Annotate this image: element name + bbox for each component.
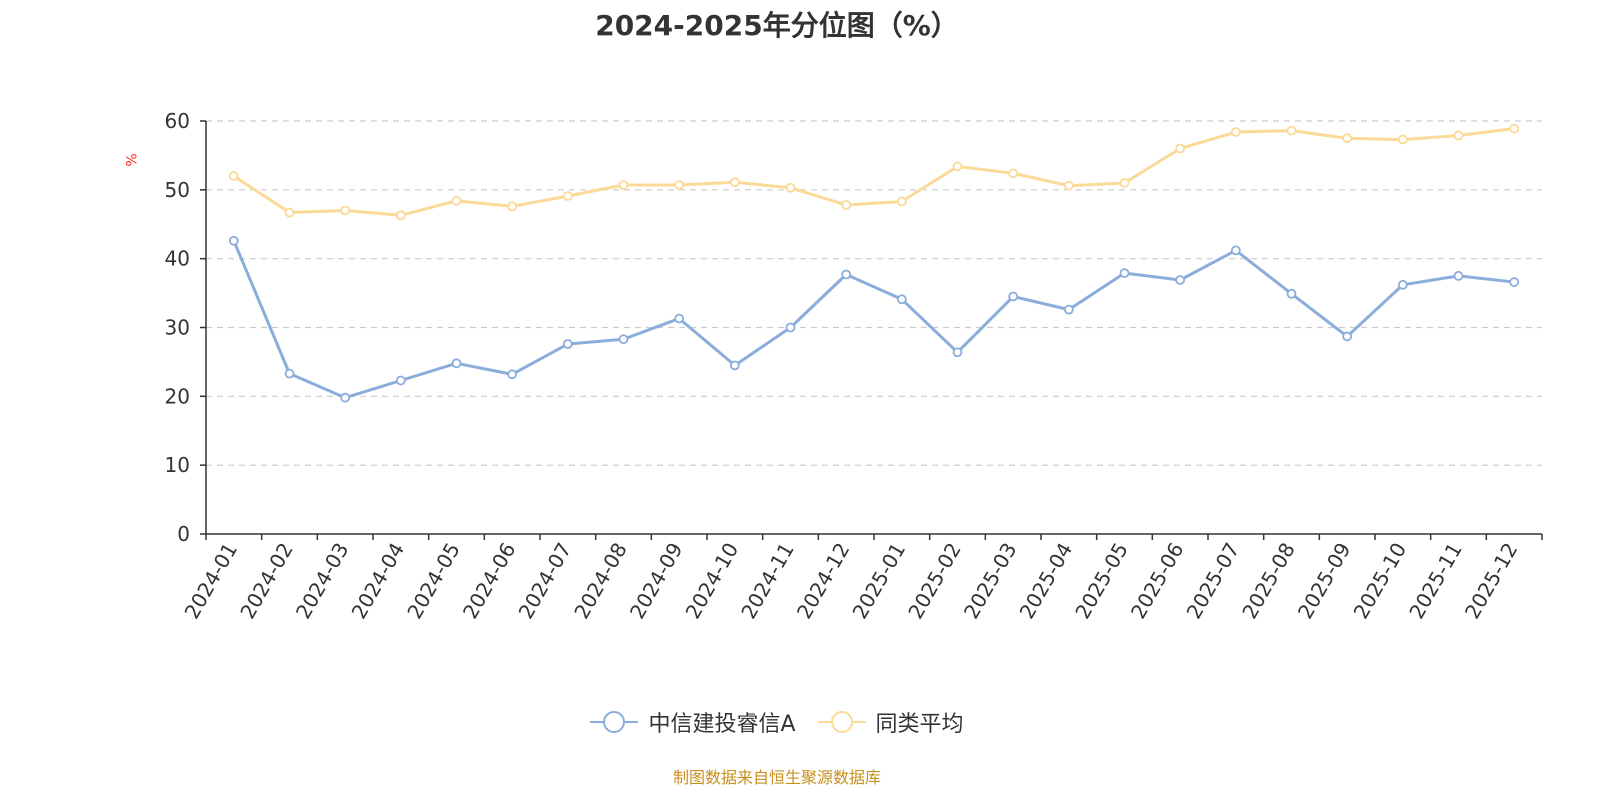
series-2-point[interactable] <box>1119 178 1130 188</box>
series-1-point[interactable] <box>1453 270 1464 281</box>
x-tick-label: 2025-05 <box>1070 539 1133 623</box>
series-2-point[interactable] <box>785 182 796 193</box>
series-1-point[interactable] <box>729 360 740 371</box>
series-1-point[interactable] <box>1119 268 1130 279</box>
series-1-point[interactable] <box>562 339 573 349</box>
series-2-point[interactable] <box>841 200 852 210</box>
legend-label-series1: 中信建投睿信A <box>648 712 796 737</box>
series-1-point[interactable] <box>395 375 406 386</box>
series-2-point[interactable] <box>674 180 685 190</box>
x-tick-label: 2024-12 <box>792 539 855 623</box>
y-tick-label: 0 <box>177 522 190 546</box>
series-1-point[interactable] <box>1230 245 1241 256</box>
series-2-point[interactable] <box>395 210 406 221</box>
x-tick-label: 2025-11 <box>1404 539 1467 623</box>
series-1-point[interactable] <box>1063 304 1074 315</box>
x-tick-label: 2024-10 <box>681 539 744 623</box>
x-tick-label: 2024-04 <box>347 539 410 623</box>
y-tick-label: 10 <box>165 453 190 477</box>
line-chart: 2024-012024-022024-032024-042024-052024-… <box>165 109 1543 623</box>
series-1-point[interactable] <box>618 334 629 345</box>
series-1-point[interactable] <box>1397 279 1408 290</box>
legend-label-series2: 同类平均 <box>875 712 964 737</box>
x-tick-label: 2025-08 <box>1237 539 1300 623</box>
legend-marker-series2 <box>817 711 866 733</box>
series-1-point[interactable] <box>1342 331 1353 342</box>
series-2-point[interactable] <box>228 171 239 181</box>
series-2-point[interactable] <box>1063 180 1074 191</box>
series-2-point[interactable] <box>1286 125 1297 136</box>
y-tick-label: 40 <box>165 247 190 271</box>
x-tick-label: 2024-07 <box>514 539 577 623</box>
series-1-point[interactable] <box>1286 288 1297 299</box>
series-2-point[interactable] <box>1342 133 1353 144</box>
x-tick-label: 2024-03 <box>291 539 354 623</box>
y-tick-label: 60 <box>165 109 190 133</box>
legend: 中信建投睿信A 同类平均 <box>0 706 1554 738</box>
series-1-point[interactable] <box>284 368 295 379</box>
series-1-point[interactable] <box>785 322 796 333</box>
x-tick-label: 2024-09 <box>625 539 688 623</box>
series-1-point[interactable] <box>228 235 239 246</box>
x-tick-label: 2024-08 <box>569 539 632 623</box>
x-tick-label: 2024-06 <box>458 539 521 623</box>
series-2-point[interactable] <box>340 205 351 216</box>
grid-lines <box>206 120 1542 466</box>
series-2-point[interactable] <box>562 191 573 201</box>
y-tick-label: 20 <box>165 384 190 408</box>
series-2-point[interactable] <box>729 177 740 188</box>
x-tick-label: 2025-09 <box>1293 539 1356 623</box>
x-tick-label: 2025-02 <box>903 539 966 623</box>
series-2-point[interactable] <box>1175 143 1186 154</box>
series-1-point[interactable] <box>1008 291 1019 302</box>
x-tick-label: 2024-01 <box>180 539 243 623</box>
legend-item-series1[interactable]: 中信建投睿信A <box>590 706 796 738</box>
legend-item-series2[interactable]: 同类平均 <box>817 706 964 738</box>
series-2-point[interactable] <box>1230 127 1241 137</box>
x-tick-label: 2025-01 <box>848 539 911 623</box>
x-tick-label: 2025-12 <box>1460 539 1523 623</box>
series-1-point[interactable] <box>896 294 907 305</box>
series-2-point[interactable] <box>1008 168 1019 179</box>
series-1-point[interactable] <box>451 358 462 369</box>
series-1-point[interactable] <box>841 269 852 280</box>
series-1-point[interactable] <box>1175 275 1186 285</box>
series-1-point[interactable] <box>674 313 685 324</box>
x-tick-label: 2025-03 <box>959 539 1022 623</box>
x-tick-label: 2024-05 <box>402 539 465 623</box>
series-1-point[interactable] <box>952 347 963 358</box>
data-source-footer: 制图数据来自恒生聚源数据库 <box>672 768 881 787</box>
series-1-point[interactable] <box>340 392 351 403</box>
y-tick-labels: 0 10 20 30 40 50 60 <box>165 109 190 546</box>
x-tick-label: 2024-11 <box>736 539 799 623</box>
x-tick-label: 2025-07 <box>1182 539 1245 623</box>
series-2-point[interactable] <box>284 207 295 218</box>
x-tick-label: 2025-04 <box>1015 539 1078 623</box>
legend-marker-series1 <box>590 711 639 733</box>
y-tick-label: 30 <box>165 316 190 340</box>
series-2-point[interactable] <box>1453 130 1464 141</box>
series-2-point[interactable] <box>1397 134 1408 145</box>
series-1-point[interactable] <box>1509 277 1520 287</box>
series-2-point[interactable] <box>896 196 907 207</box>
x-tick-label: 2025-10 <box>1349 539 1412 623</box>
y-tick-label: 50 <box>165 178 190 202</box>
series-lines <box>228 123 1520 403</box>
series-2-point[interactable] <box>618 180 629 190</box>
series-line-2 <box>233 127 1515 217</box>
series-line-1 <box>232 240 1515 400</box>
x-tick-labels: 2024-012024-022024-032024-042024-052024-… <box>180 539 1523 623</box>
series-2-point[interactable] <box>507 201 518 212</box>
axes <box>200 120 1543 540</box>
series-2-point[interactable] <box>952 161 963 172</box>
x-tick-label: 2025-06 <box>1126 539 1189 623</box>
chart-title: 2024-2025年分位图（%） <box>595 9 959 42</box>
x-tick-label: 2024-02 <box>235 539 298 623</box>
series-1-point[interactable] <box>507 369 518 380</box>
series-2-point[interactable] <box>451 195 462 206</box>
series-2-point[interactable] <box>1509 123 1520 134</box>
